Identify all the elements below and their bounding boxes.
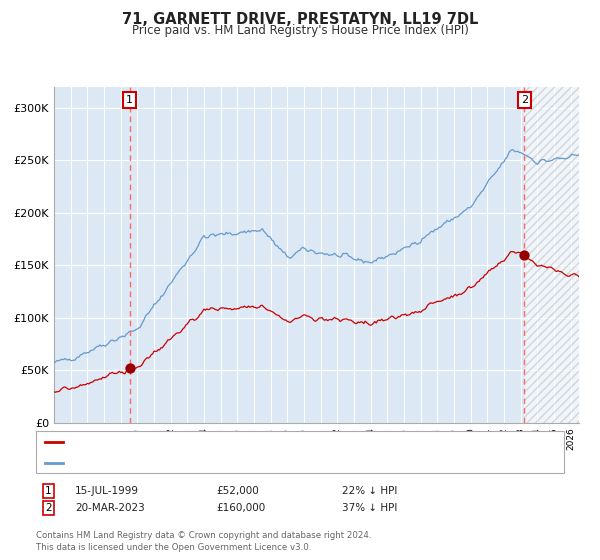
- Text: 71, GARNETT DRIVE, PRESTATYN, LL19 7DL: 71, GARNETT DRIVE, PRESTATYN, LL19 7DL: [122, 12, 478, 27]
- Text: 2: 2: [521, 95, 528, 105]
- Text: Contains HM Land Registry data © Crown copyright and database right 2024.
This d: Contains HM Land Registry data © Crown c…: [36, 531, 371, 552]
- Text: 1: 1: [45, 486, 52, 496]
- Point: [520, 250, 529, 259]
- Text: 2: 2: [45, 503, 52, 513]
- Text: £52,000: £52,000: [216, 486, 259, 496]
- Text: Price paid vs. HM Land Registry's House Price Index (HPI): Price paid vs. HM Land Registry's House …: [131, 24, 469, 37]
- Text: 71, GARNETT DRIVE, PRESTATYN, LL19 7DL (detached house): 71, GARNETT DRIVE, PRESTATYN, LL19 7DL (…: [66, 437, 367, 446]
- Text: 1: 1: [126, 95, 133, 105]
- Text: 15-JUL-1999: 15-JUL-1999: [75, 486, 139, 496]
- Text: £160,000: £160,000: [216, 503, 265, 513]
- Text: 22% ↓ HPI: 22% ↓ HPI: [342, 486, 397, 496]
- Point: [125, 364, 134, 373]
- Text: 37% ↓ HPI: 37% ↓ HPI: [342, 503, 397, 513]
- Text: 20-MAR-2023: 20-MAR-2023: [75, 503, 145, 513]
- Text: HPI: Average price, detached house, Denbighshire: HPI: Average price, detached house, Denb…: [66, 458, 312, 468]
